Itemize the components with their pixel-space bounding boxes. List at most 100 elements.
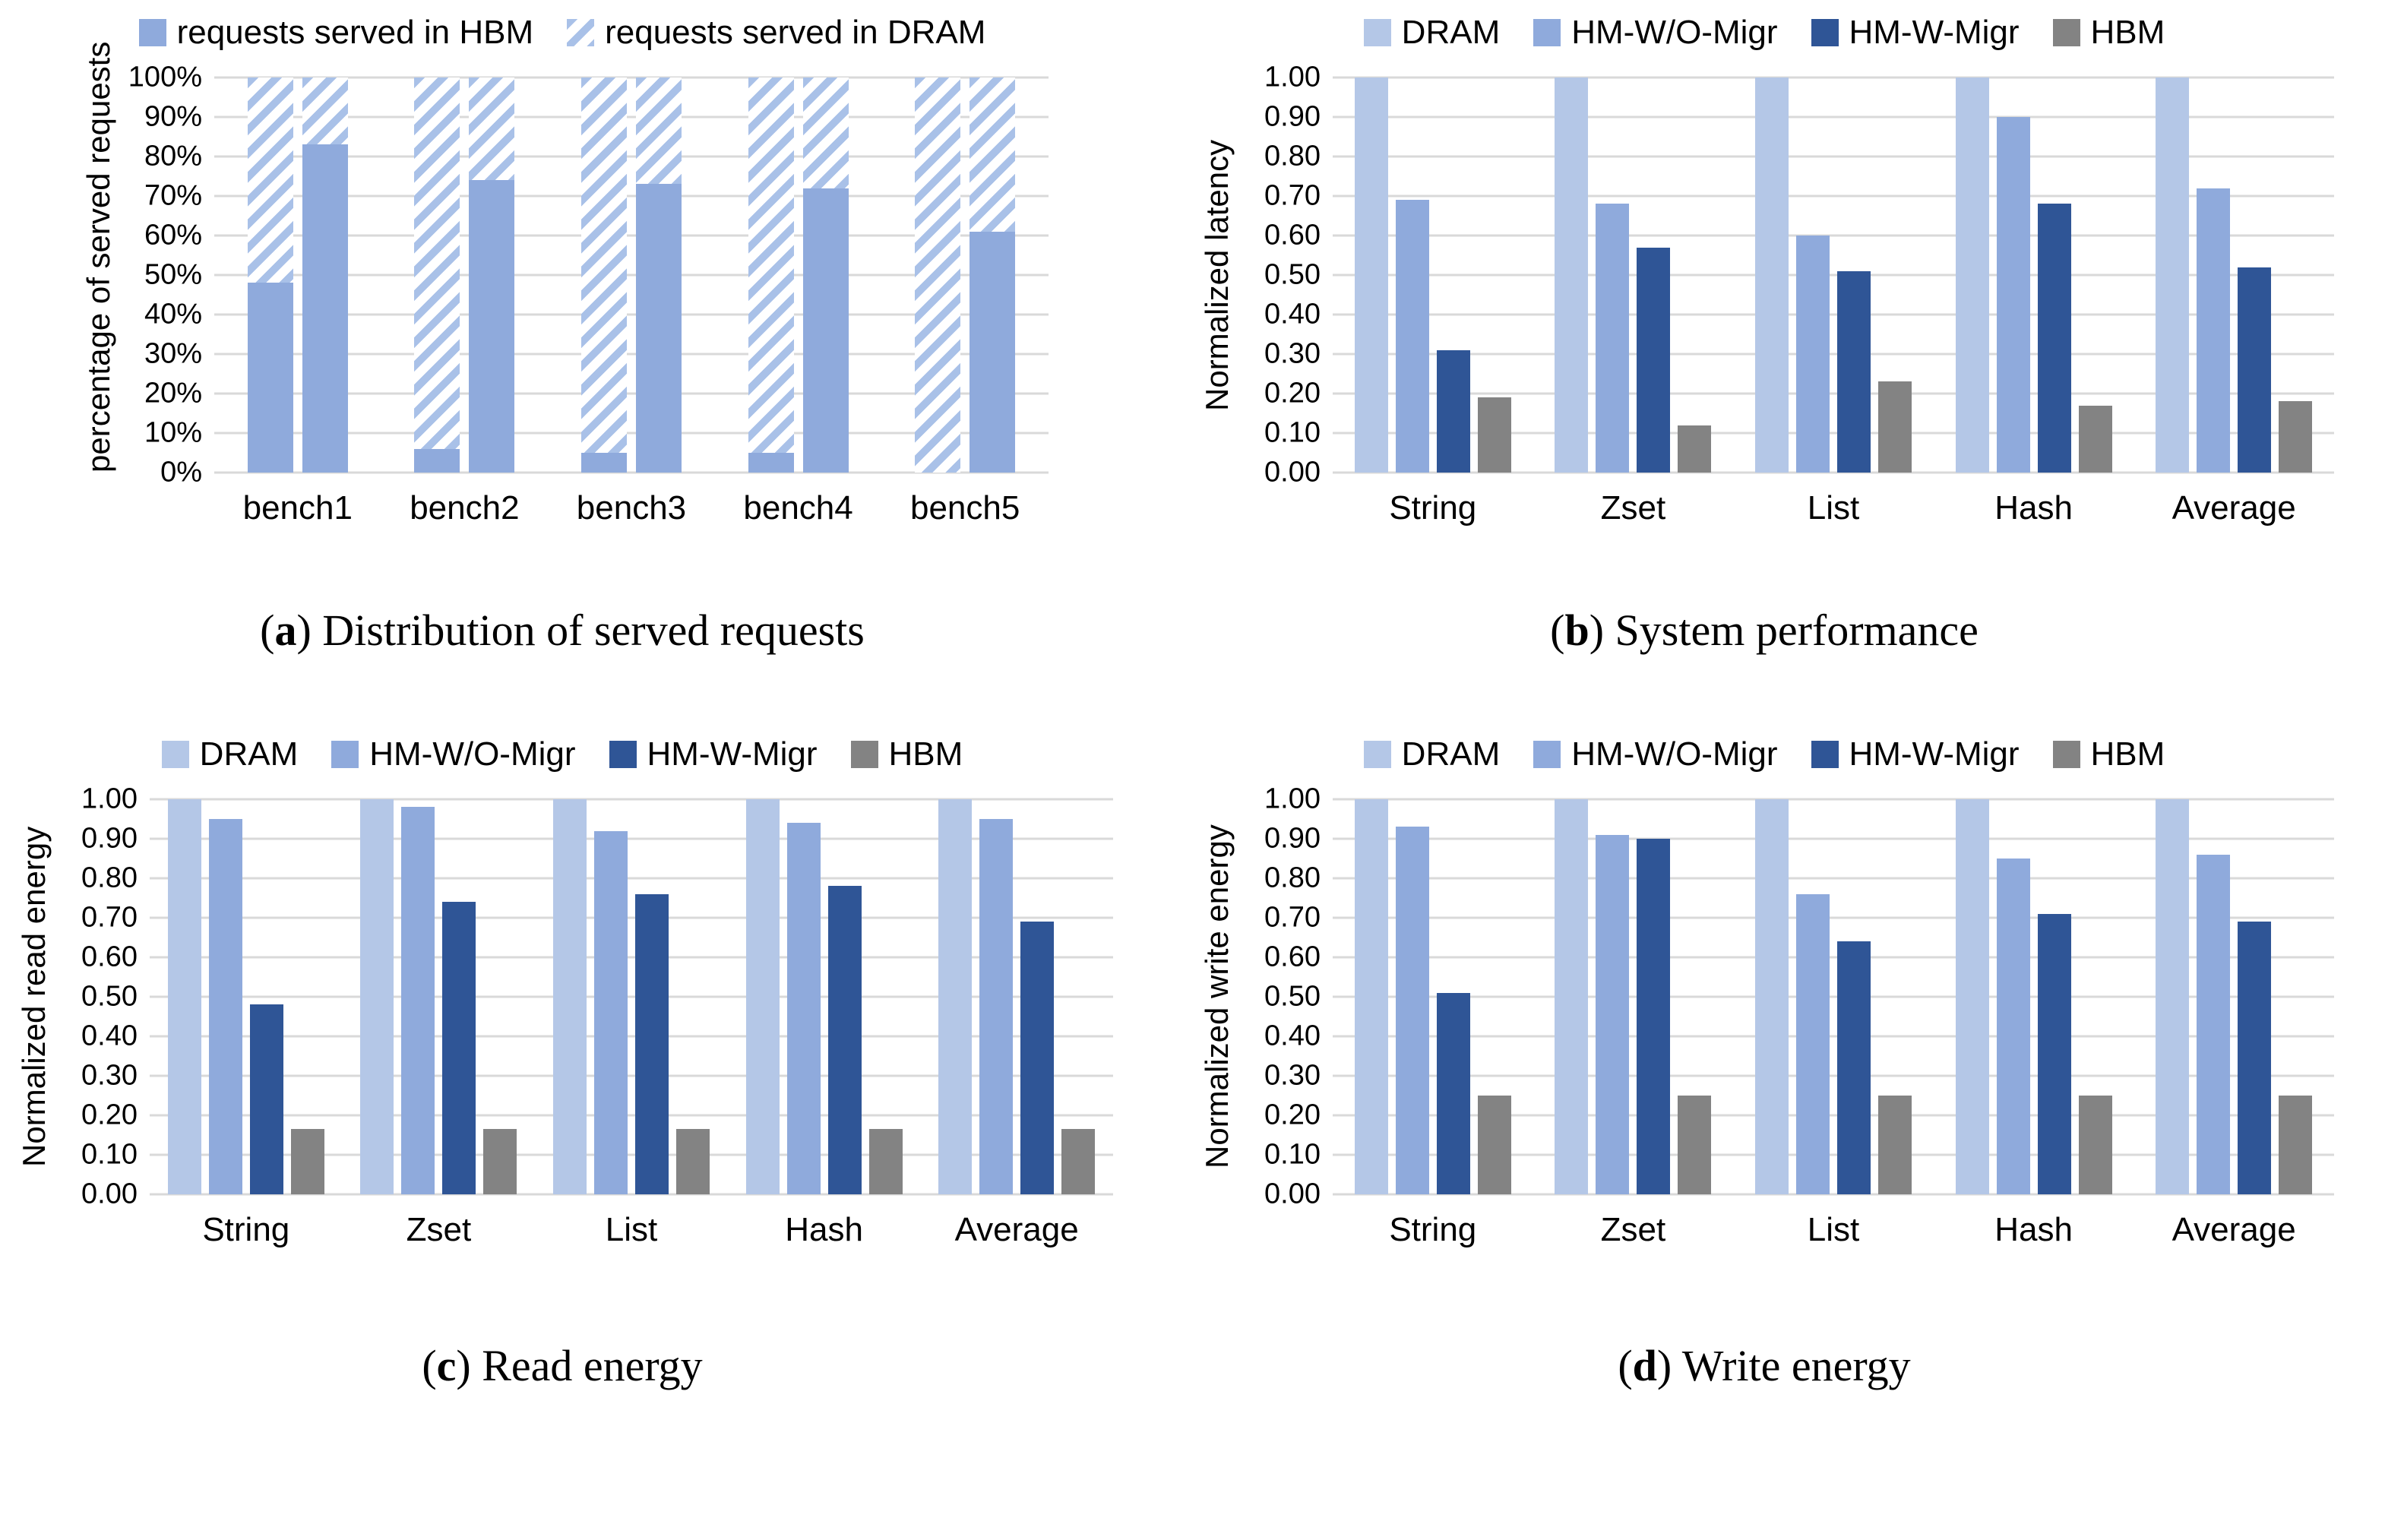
y-tick-label: 0.30 xyxy=(1264,1059,1321,1092)
gridline xyxy=(1333,115,2334,119)
plot-area xyxy=(1333,76,2334,474)
segment-requests-served-in-dram xyxy=(802,77,849,188)
bar-group-zset xyxy=(343,799,536,1194)
caption-letter: (c) xyxy=(422,1341,471,1390)
bar-group-zset xyxy=(1533,77,1734,473)
legend-item-dram: DRAM xyxy=(1363,14,1500,52)
stacked-bar-bench5-2 xyxy=(970,77,1016,473)
bar-hm-w-o-migr-average xyxy=(979,819,1014,1194)
x-tick-label-hash: Hash xyxy=(1994,489,2073,527)
bar-hbm-list xyxy=(1877,381,1912,473)
gridline xyxy=(1333,471,2334,474)
y-tick-label: 0.90 xyxy=(81,822,138,855)
bar-hm-w-o-migr-hash xyxy=(1996,117,2030,473)
stacked-bar-bench3-2 xyxy=(635,77,682,473)
legend-swatch-dram-icon xyxy=(1363,19,1391,46)
legend-item-hm-w-migr: HM-W-Migr xyxy=(1811,14,2020,52)
gridline xyxy=(214,353,1049,356)
bar-hbm-string xyxy=(290,1129,324,1194)
caption-text: Write energy xyxy=(1681,1341,1911,1390)
legend-item-hbm: HBM xyxy=(2052,14,2165,52)
gridline xyxy=(1333,155,2334,158)
panel-distribution-of-served-requests: requests served in HBM requests served in… xyxy=(0,0,1125,722)
y-tick-label: 20% xyxy=(144,377,202,410)
gridline xyxy=(150,877,1113,880)
legend-swatch-requests-served-in-hbm-icon xyxy=(138,19,166,46)
stacked-bar-bench4-1 xyxy=(748,77,794,473)
bar-hm-w-migr-zset xyxy=(1637,839,1671,1194)
stacked-bar-bench2-1 xyxy=(414,77,460,473)
bar-groups xyxy=(214,77,1049,473)
y-tick-label: 0.40 xyxy=(81,1020,138,1052)
legend-label: HM-W-Migr xyxy=(647,735,818,773)
y-tick-label: 100% xyxy=(128,61,202,93)
bar-hbm-list xyxy=(675,1129,710,1194)
bar-hbm-list xyxy=(1877,1096,1912,1194)
segment-requests-served-in-dram xyxy=(580,77,627,453)
gridline xyxy=(150,1035,1113,1038)
panel-write-energy: DRAM HM-W/O-Migr HM-W-Migr HBM Normalized w… xyxy=(1125,722,2404,1540)
x-tick-label-average: Average xyxy=(2172,1211,2296,1248)
x-tick-label-list: List xyxy=(1807,489,1860,527)
bar-hm-w-o-migr-list xyxy=(1795,236,1830,473)
x-tick-label-zset: Zset xyxy=(1600,489,1666,527)
caption-text: Read energy xyxy=(482,1341,703,1390)
bar-group-bench2 xyxy=(381,77,549,473)
x-axis: String Zset List Hash Average xyxy=(1333,473,2334,545)
bar-dram-hash xyxy=(1955,77,1989,473)
legend-label: HM-W/O-Migr xyxy=(1571,14,1778,51)
gridline xyxy=(1333,1074,2334,1077)
legend-item-requests-served-in-hbm: requests served in HBM xyxy=(138,14,533,52)
y-tick-label: 1.00 xyxy=(1264,61,1321,93)
x-tick-label-zset: Zset xyxy=(1600,1211,1666,1248)
gridline xyxy=(150,1074,1113,1077)
y-tick-label: 30% xyxy=(144,337,202,370)
bar-group-average xyxy=(2134,799,2334,1194)
bar-hbm-zset xyxy=(483,1129,517,1194)
legend-item-hm-w-migr: HM-W-Migr xyxy=(1811,735,2020,773)
gridline xyxy=(214,194,1049,198)
segment-requests-served-in-dram xyxy=(247,77,293,283)
gridline xyxy=(150,995,1113,998)
legend-swatch-hm-w-o-migr-icon xyxy=(1533,741,1561,768)
legend-label: HM-W/O-Migr xyxy=(369,735,576,773)
y-tick-label: 0% xyxy=(160,456,202,489)
legend-item-hm-w-o-migr: HM-W/O-Migr xyxy=(1533,735,1778,773)
x-tick-label-string: String xyxy=(1389,1211,1477,1248)
gridline xyxy=(1333,313,2334,316)
chart-distribution: percentage of served requests 100% 90% 80% 7… xyxy=(76,42,1049,545)
gridline xyxy=(214,274,1049,277)
bar-hm-w-migr-hash xyxy=(2037,913,2071,1194)
segment-requests-served-in-dram xyxy=(469,77,515,181)
x-tick-label-bench2: bench2 xyxy=(410,489,520,527)
x-tick-label-bench5: bench5 xyxy=(909,489,1020,527)
y-tick-label: 0.10 xyxy=(1264,1138,1321,1171)
legend-item-hm-w-migr: HM-W-Migr xyxy=(609,735,818,773)
legend-swatch-dram-icon xyxy=(161,741,189,768)
gridline xyxy=(1333,837,2334,840)
bar-dram-string xyxy=(1354,77,1388,473)
bar-hm-w-migr-string xyxy=(1436,992,1470,1194)
chart-write-energy: Normalized write energy 1.00 0.90 0.80 0.70 0… xyxy=(1194,783,2334,1267)
bar-hbm-average xyxy=(2279,1096,2313,1194)
gridline xyxy=(1333,353,2334,356)
gridline xyxy=(1333,1153,2334,1156)
segment-requests-served-in-dram xyxy=(748,77,794,453)
y-tick-label: 0.30 xyxy=(1264,337,1321,370)
legend-swatch-dram-icon xyxy=(1363,741,1391,768)
legend: requests served in HBM requests served in… xyxy=(138,14,985,52)
bar-hbm-average xyxy=(2279,401,2313,473)
caption: (a) Distribution of served requests xyxy=(260,605,865,656)
gridline xyxy=(1333,1114,2334,1117)
bar-hbm-string xyxy=(1477,397,1511,473)
plot-area xyxy=(150,798,1113,1196)
bar-dram-average xyxy=(2156,77,2190,473)
gridline xyxy=(1333,956,2334,959)
stacked-bar-bench1-1 xyxy=(247,77,293,473)
segment-requests-served-in-dram xyxy=(302,77,348,145)
bar-hbm-hash xyxy=(2078,1096,2112,1194)
plot-area xyxy=(1333,798,2334,1196)
y-tick-label: 50% xyxy=(144,258,202,291)
y-tick-label: 0.70 xyxy=(1264,901,1321,934)
legend: DRAM HM-W/O-Migr HM-W-Migr HBM xyxy=(1363,735,2165,773)
